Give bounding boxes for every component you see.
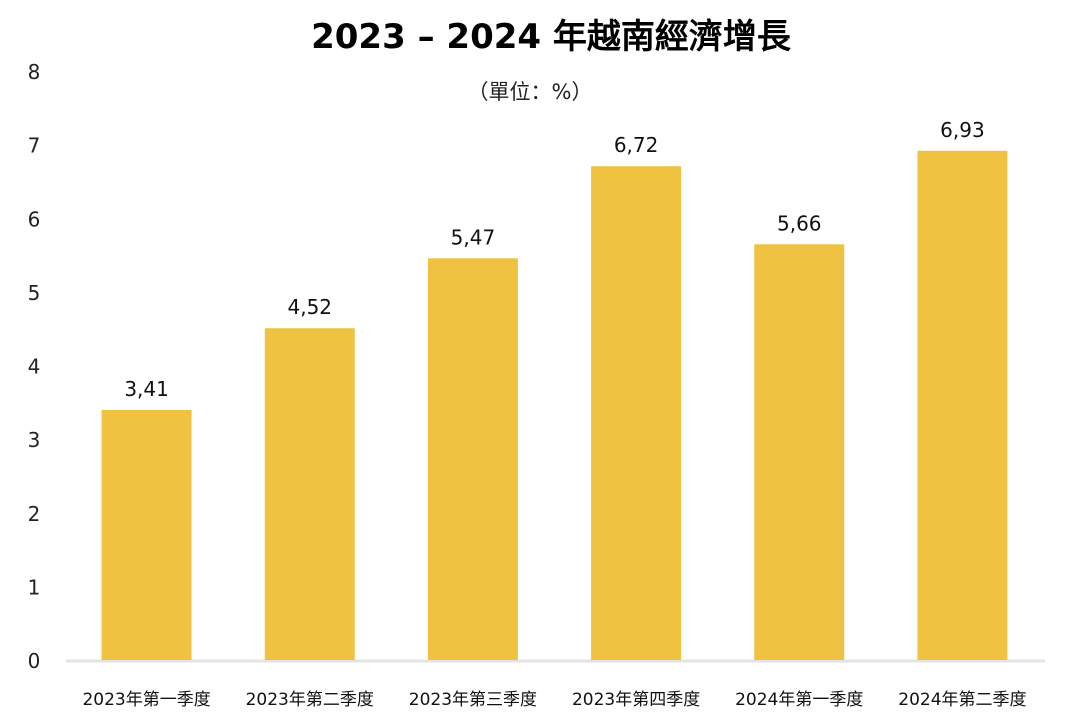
bar xyxy=(917,150,1008,660)
data-label: 6,72 xyxy=(614,133,659,157)
y-tick-label: 6 xyxy=(28,207,41,231)
bar xyxy=(427,258,518,660)
chart-title: 2023 – 2024 年越南經濟增長 xyxy=(311,17,792,57)
y-tick-label: 5 xyxy=(28,281,41,305)
bar xyxy=(264,328,355,660)
x-tick-label: 2024年第一季度 xyxy=(735,690,863,710)
y-tick-label: 7 xyxy=(28,134,41,158)
bar xyxy=(101,409,192,660)
data-label: 4,52 xyxy=(287,295,332,319)
bar xyxy=(591,166,682,661)
y-tick-label: 2 xyxy=(28,502,41,526)
y-tick-label: 1 xyxy=(28,575,41,599)
x-tick-label: 2023年第四季度 xyxy=(572,690,700,710)
data-label: 3,41 xyxy=(124,377,169,401)
y-tick-label: 8 xyxy=(28,60,41,84)
y-tick-label: 4 xyxy=(28,355,41,379)
x-tick-label: 2023年第三季度 xyxy=(409,690,537,710)
bar xyxy=(754,244,845,660)
chart-subtitle: （單位：%） xyxy=(468,80,593,104)
x-tick-label: 2023年第一季度 xyxy=(82,690,210,710)
x-tick-label: 2023年第二季度 xyxy=(246,690,374,710)
y-tick-label: 3 xyxy=(28,428,41,452)
data-label: 6,93 xyxy=(940,118,985,142)
x-tick-label: 2024年第二季度 xyxy=(898,690,1026,710)
data-label: 5,66 xyxy=(777,211,822,235)
data-label: 5,47 xyxy=(451,225,496,249)
y-tick-label: 0 xyxy=(28,649,41,673)
